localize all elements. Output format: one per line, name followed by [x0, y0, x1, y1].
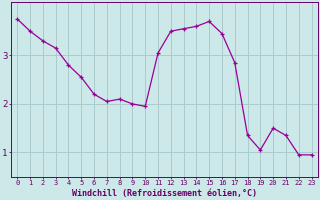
X-axis label: Windchill (Refroidissement éolien,°C): Windchill (Refroidissement éolien,°C): [72, 189, 257, 198]
